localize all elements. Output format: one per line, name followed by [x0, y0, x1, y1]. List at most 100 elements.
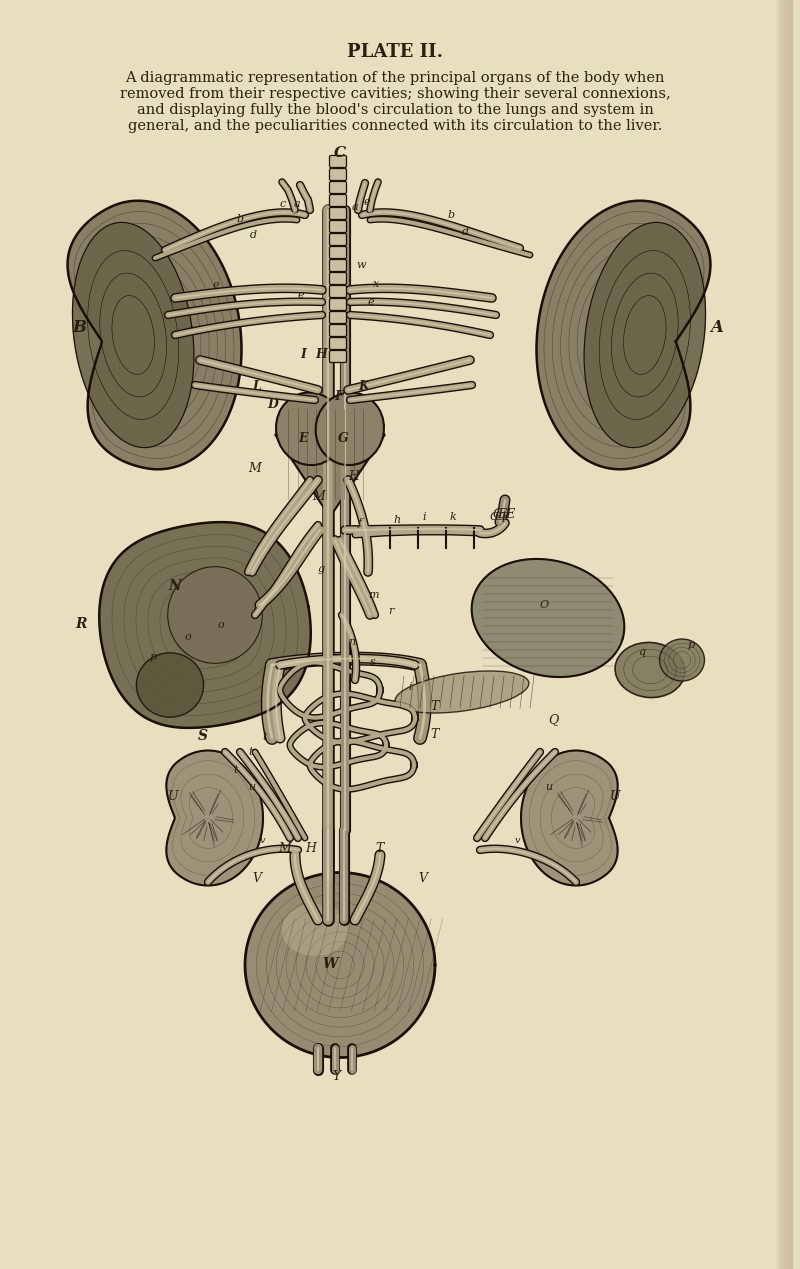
Text: g: g: [318, 563, 325, 574]
Text: Q: Q: [548, 713, 558, 726]
Polygon shape: [245, 873, 435, 1057]
Text: M: M: [248, 462, 261, 475]
Text: G: G: [338, 431, 349, 445]
FancyBboxPatch shape: [330, 156, 346, 168]
Text: r: r: [388, 607, 394, 615]
Text: b: b: [448, 209, 455, 220]
FancyBboxPatch shape: [330, 246, 346, 259]
Text: o: o: [218, 621, 225, 629]
Text: p: p: [150, 652, 157, 662]
Text: A: A: [710, 319, 723, 336]
Text: N: N: [168, 579, 181, 593]
Ellipse shape: [615, 642, 685, 698]
Polygon shape: [537, 201, 710, 470]
Text: T: T: [375, 843, 383, 855]
Text: u: u: [545, 782, 552, 792]
Bar: [778, 0, 780, 1269]
Ellipse shape: [395, 671, 529, 713]
Text: W: W: [322, 957, 338, 971]
Text: s: s: [370, 657, 376, 667]
Text: E: E: [298, 431, 307, 445]
Text: A diagrammatic representation of the principal organs of the body when: A diagrammatic representation of the pri…: [126, 71, 665, 85]
Ellipse shape: [315, 392, 384, 466]
Ellipse shape: [168, 567, 262, 664]
FancyBboxPatch shape: [330, 273, 346, 284]
Polygon shape: [521, 750, 618, 886]
Polygon shape: [166, 750, 263, 886]
Text: Y: Y: [332, 1070, 340, 1082]
Text: v: v: [515, 836, 521, 845]
Polygon shape: [472, 558, 624, 678]
Text: V: V: [252, 872, 261, 884]
Polygon shape: [67, 201, 242, 470]
Polygon shape: [584, 222, 706, 448]
Text: H: H: [348, 470, 359, 483]
Text: PLATE II.: PLATE II.: [347, 43, 443, 61]
Text: B: B: [72, 319, 86, 336]
Text: i: i: [422, 511, 426, 522]
Polygon shape: [99, 522, 310, 728]
Ellipse shape: [136, 652, 203, 717]
Bar: [786, 0, 788, 1269]
Polygon shape: [73, 222, 194, 448]
Text: d: d: [250, 230, 257, 240]
Text: x: x: [373, 279, 379, 289]
Text: e: e: [368, 297, 374, 307]
Ellipse shape: [276, 392, 345, 466]
Ellipse shape: [282, 904, 348, 956]
Bar: [790, 0, 792, 1269]
Text: I: I: [300, 348, 306, 360]
Text: T: T: [430, 728, 438, 741]
FancyBboxPatch shape: [330, 338, 346, 349]
FancyBboxPatch shape: [330, 169, 346, 180]
Text: e: e: [213, 280, 220, 291]
Text: q: q: [638, 647, 645, 657]
Ellipse shape: [659, 640, 705, 681]
FancyBboxPatch shape: [330, 350, 346, 363]
Bar: [784, 0, 786, 1269]
Text: U: U: [610, 791, 621, 803]
Text: general, and the peculiarities connected with its circulation to the liver.: general, and the peculiarities connected…: [128, 119, 662, 133]
Bar: [780, 0, 782, 1269]
FancyBboxPatch shape: [330, 208, 346, 220]
Text: a: a: [294, 199, 301, 209]
Text: L: L: [252, 379, 261, 393]
Text: V: V: [418, 872, 427, 884]
Bar: [782, 0, 784, 1269]
Text: d: d: [462, 227, 469, 237]
Text: H: H: [315, 348, 326, 360]
Text: K: K: [358, 379, 369, 393]
Text: T: T: [430, 700, 438, 713]
Text: e: e: [298, 291, 305, 299]
Text: w: w: [356, 260, 366, 270]
FancyBboxPatch shape: [330, 181, 346, 193]
Text: c: c: [280, 199, 286, 209]
Text: b: b: [237, 214, 244, 225]
Text: D: D: [267, 398, 278, 411]
Bar: [776, 0, 778, 1269]
Text: O: O: [540, 600, 549, 610]
FancyBboxPatch shape: [330, 311, 346, 324]
Text: t: t: [262, 732, 266, 742]
Text: removed from their respective cavities; showing their several connexions,: removed from their respective cavities; …: [120, 88, 670, 102]
Text: e: e: [364, 197, 370, 207]
Polygon shape: [275, 434, 385, 516]
FancyBboxPatch shape: [330, 298, 346, 311]
Text: k: k: [450, 511, 457, 522]
Bar: [788, 0, 790, 1269]
Text: H: H: [305, 843, 316, 855]
FancyBboxPatch shape: [330, 221, 346, 232]
Text: F: F: [334, 390, 343, 404]
Text: l: l: [502, 514, 506, 524]
Text: a: a: [352, 202, 358, 212]
FancyBboxPatch shape: [330, 286, 346, 297]
Text: ŒE: ŒE: [490, 511, 510, 522]
Text: C: C: [334, 146, 346, 160]
Text: U: U: [168, 791, 178, 803]
Text: m: m: [368, 590, 378, 600]
Text: t: t: [248, 747, 253, 758]
Text: v: v: [260, 836, 266, 845]
Text: u: u: [248, 782, 255, 792]
Text: f: f: [358, 518, 362, 528]
Text: and displaying fully the blood's circulation to the lungs and system in: and displaying fully the blood's circula…: [137, 103, 654, 117]
